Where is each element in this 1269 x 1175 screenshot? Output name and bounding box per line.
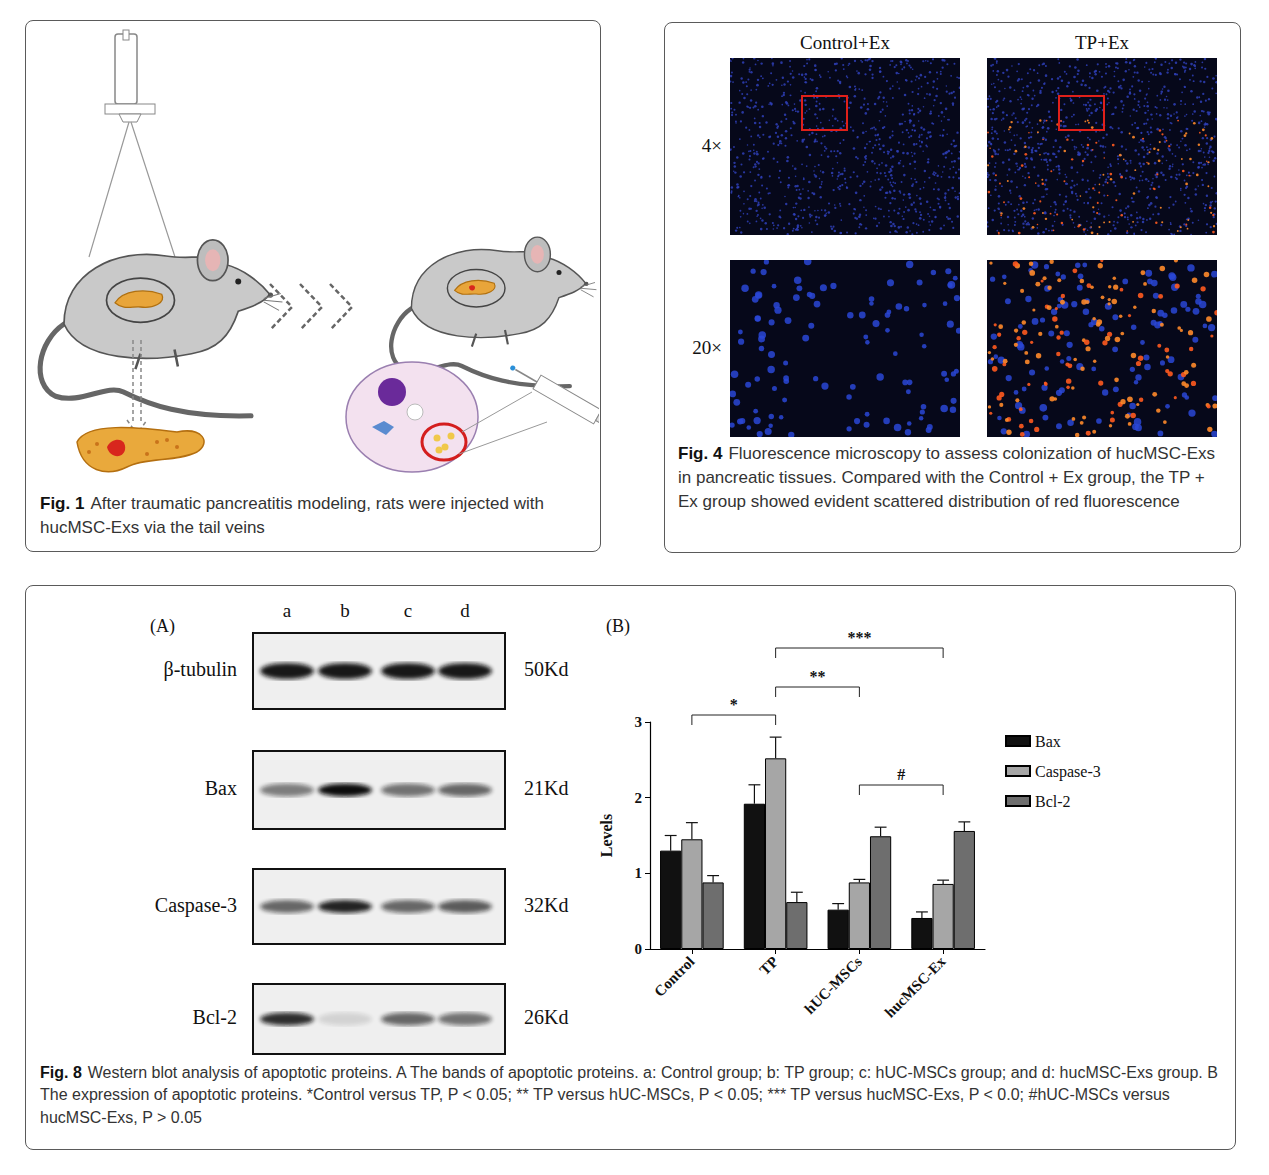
html-text:Control+Ex: Control+Ex xyxy=(800,32,890,53)
svg-text:1: 1 xyxy=(635,865,643,881)
html-text:50Kd: 50Kd xyxy=(524,658,569,680)
html-text:Caspase-3: Caspase-3 xyxy=(154,893,237,916)
html-text:β-tubulin: β-tubulin xyxy=(163,658,237,680)
html-text:d: d xyxy=(460,600,470,621)
svg-text:*: * xyxy=(730,696,738,713)
svg-text:**: ** xyxy=(810,668,826,685)
html-text:Bax: Bax xyxy=(204,777,237,799)
html-text:Fig. 8 Western blot analysis o: Fig. 8 Western blot analysis of apoptoti… xyxy=(40,1064,1218,1126)
html-text:20×: 20× xyxy=(692,336,722,358)
html-text:Fig. 1 After traumatic pancrea: Fig. 1 After traumatic pancreatitis mode… xyxy=(40,494,544,537)
html-text:4×: 4× xyxy=(701,134,722,156)
svg-text:3: 3 xyxy=(635,714,643,730)
svg-text:***: *** xyxy=(847,629,871,646)
svg-text:Control: Control xyxy=(651,953,697,999)
html-text:26Kd: 26Kd xyxy=(524,1006,569,1028)
svg-text:Levels: Levels xyxy=(598,814,615,858)
svg-text:Bax: Bax xyxy=(1035,733,1061,750)
svg-text:hUC-MSCs: hUC-MSCs xyxy=(801,953,865,1017)
html-text:32Kd: 32Kd xyxy=(524,893,569,916)
html-text:(A): (A) xyxy=(150,616,175,636)
html-text:a: a xyxy=(282,600,292,621)
html-text:c: c xyxy=(403,600,413,621)
svg-text:Bcl-2: Bcl-2 xyxy=(1035,793,1071,810)
html-text:(B): (B) xyxy=(606,616,630,636)
html-text:Bcl-2: Bcl-2 xyxy=(192,1006,237,1028)
html-text:TP+Ex: TP+Ex xyxy=(1075,32,1129,53)
svg-text:#: # xyxy=(897,766,905,783)
svg-text:hucMSC-Ex: hucMSC-Ex xyxy=(882,953,950,1021)
svg-text:TP: TP xyxy=(756,953,781,978)
svg-text:0: 0 xyxy=(635,941,643,957)
svg-text:2: 2 xyxy=(635,790,643,806)
svg-text:Caspase-3: Caspase-3 xyxy=(1035,763,1101,781)
html-text:21Kd: 21Kd xyxy=(524,777,569,799)
html-text:Fig. 4 Fluorescence microscopy: Fig. 4 Fluorescence microscopy to assess… xyxy=(678,444,1215,511)
html-text:b: b xyxy=(340,600,350,621)
